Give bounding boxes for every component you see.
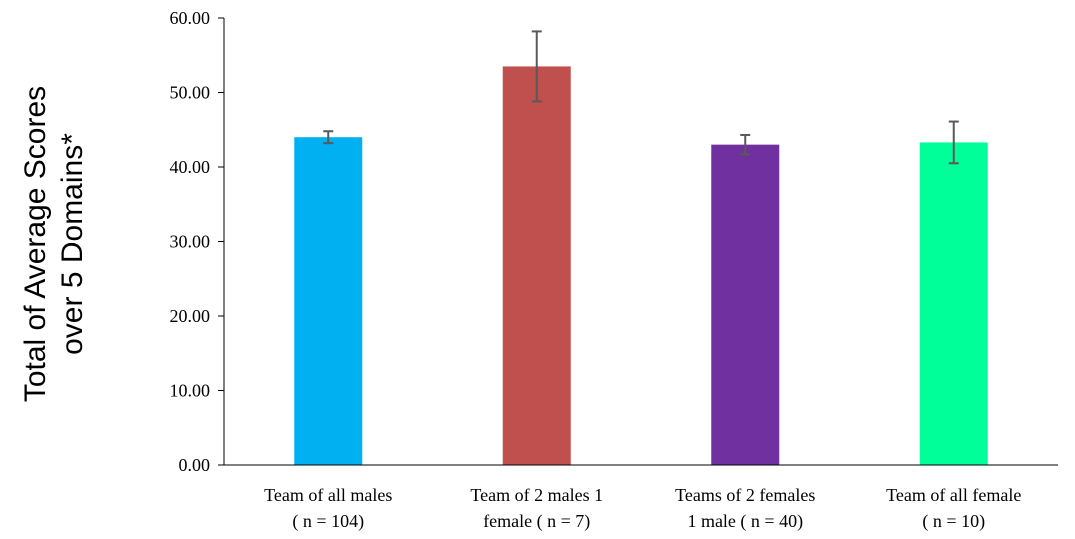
y-tick-label: 50.00: [170, 83, 211, 103]
x-category-label-line-2: ( n = 10): [922, 511, 985, 532]
x-category-label-line-1: Team of 2 males 1: [470, 485, 603, 505]
y-axis-title: Total of Average Scores over 5 Domains*: [19, 86, 89, 402]
x-category-label-line-2: 1 male ( n = 40): [687, 511, 803, 532]
y-axis-ticks: 0.00 10.00 20.00 30.00 40.00 50.00 60.00: [170, 8, 224, 475]
x-category-label-line-1: Team of all males: [264, 485, 392, 505]
x-axis-labels: Team of all males ( n = 104) Team of 2 mal…: [264, 485, 1021, 532]
bar: [711, 144, 780, 465]
y-tick-label: 20.00: [170, 306, 211, 326]
x-category-label-line-2: female ( n = 7): [483, 511, 590, 532]
y-tick-label: 60.00: [170, 8, 211, 28]
axes: [223, 18, 1058, 466]
x-category-label-line-2: ( n = 104): [292, 511, 364, 532]
x-category-label-line-1: Team of all female: [886, 485, 1021, 505]
bars: [294, 66, 988, 466]
y-tick-label: 30.00: [170, 232, 211, 252]
bar: [294, 137, 363, 465]
bar: [919, 142, 988, 466]
y-tick-label: 10.00: [170, 381, 211, 401]
y-axis-title-line-2: over 5 Domains*: [56, 133, 89, 355]
y-tick-label: 40.00: [170, 157, 211, 177]
y-axis-title-line-1: Total of Average Scores: [19, 86, 52, 402]
error-bars: [323, 30, 959, 165]
y-tick-label: 0.00: [179, 455, 211, 475]
x-category-label-line-1: Teams of 2 females: [675, 485, 815, 505]
bar: [502, 66, 571, 466]
